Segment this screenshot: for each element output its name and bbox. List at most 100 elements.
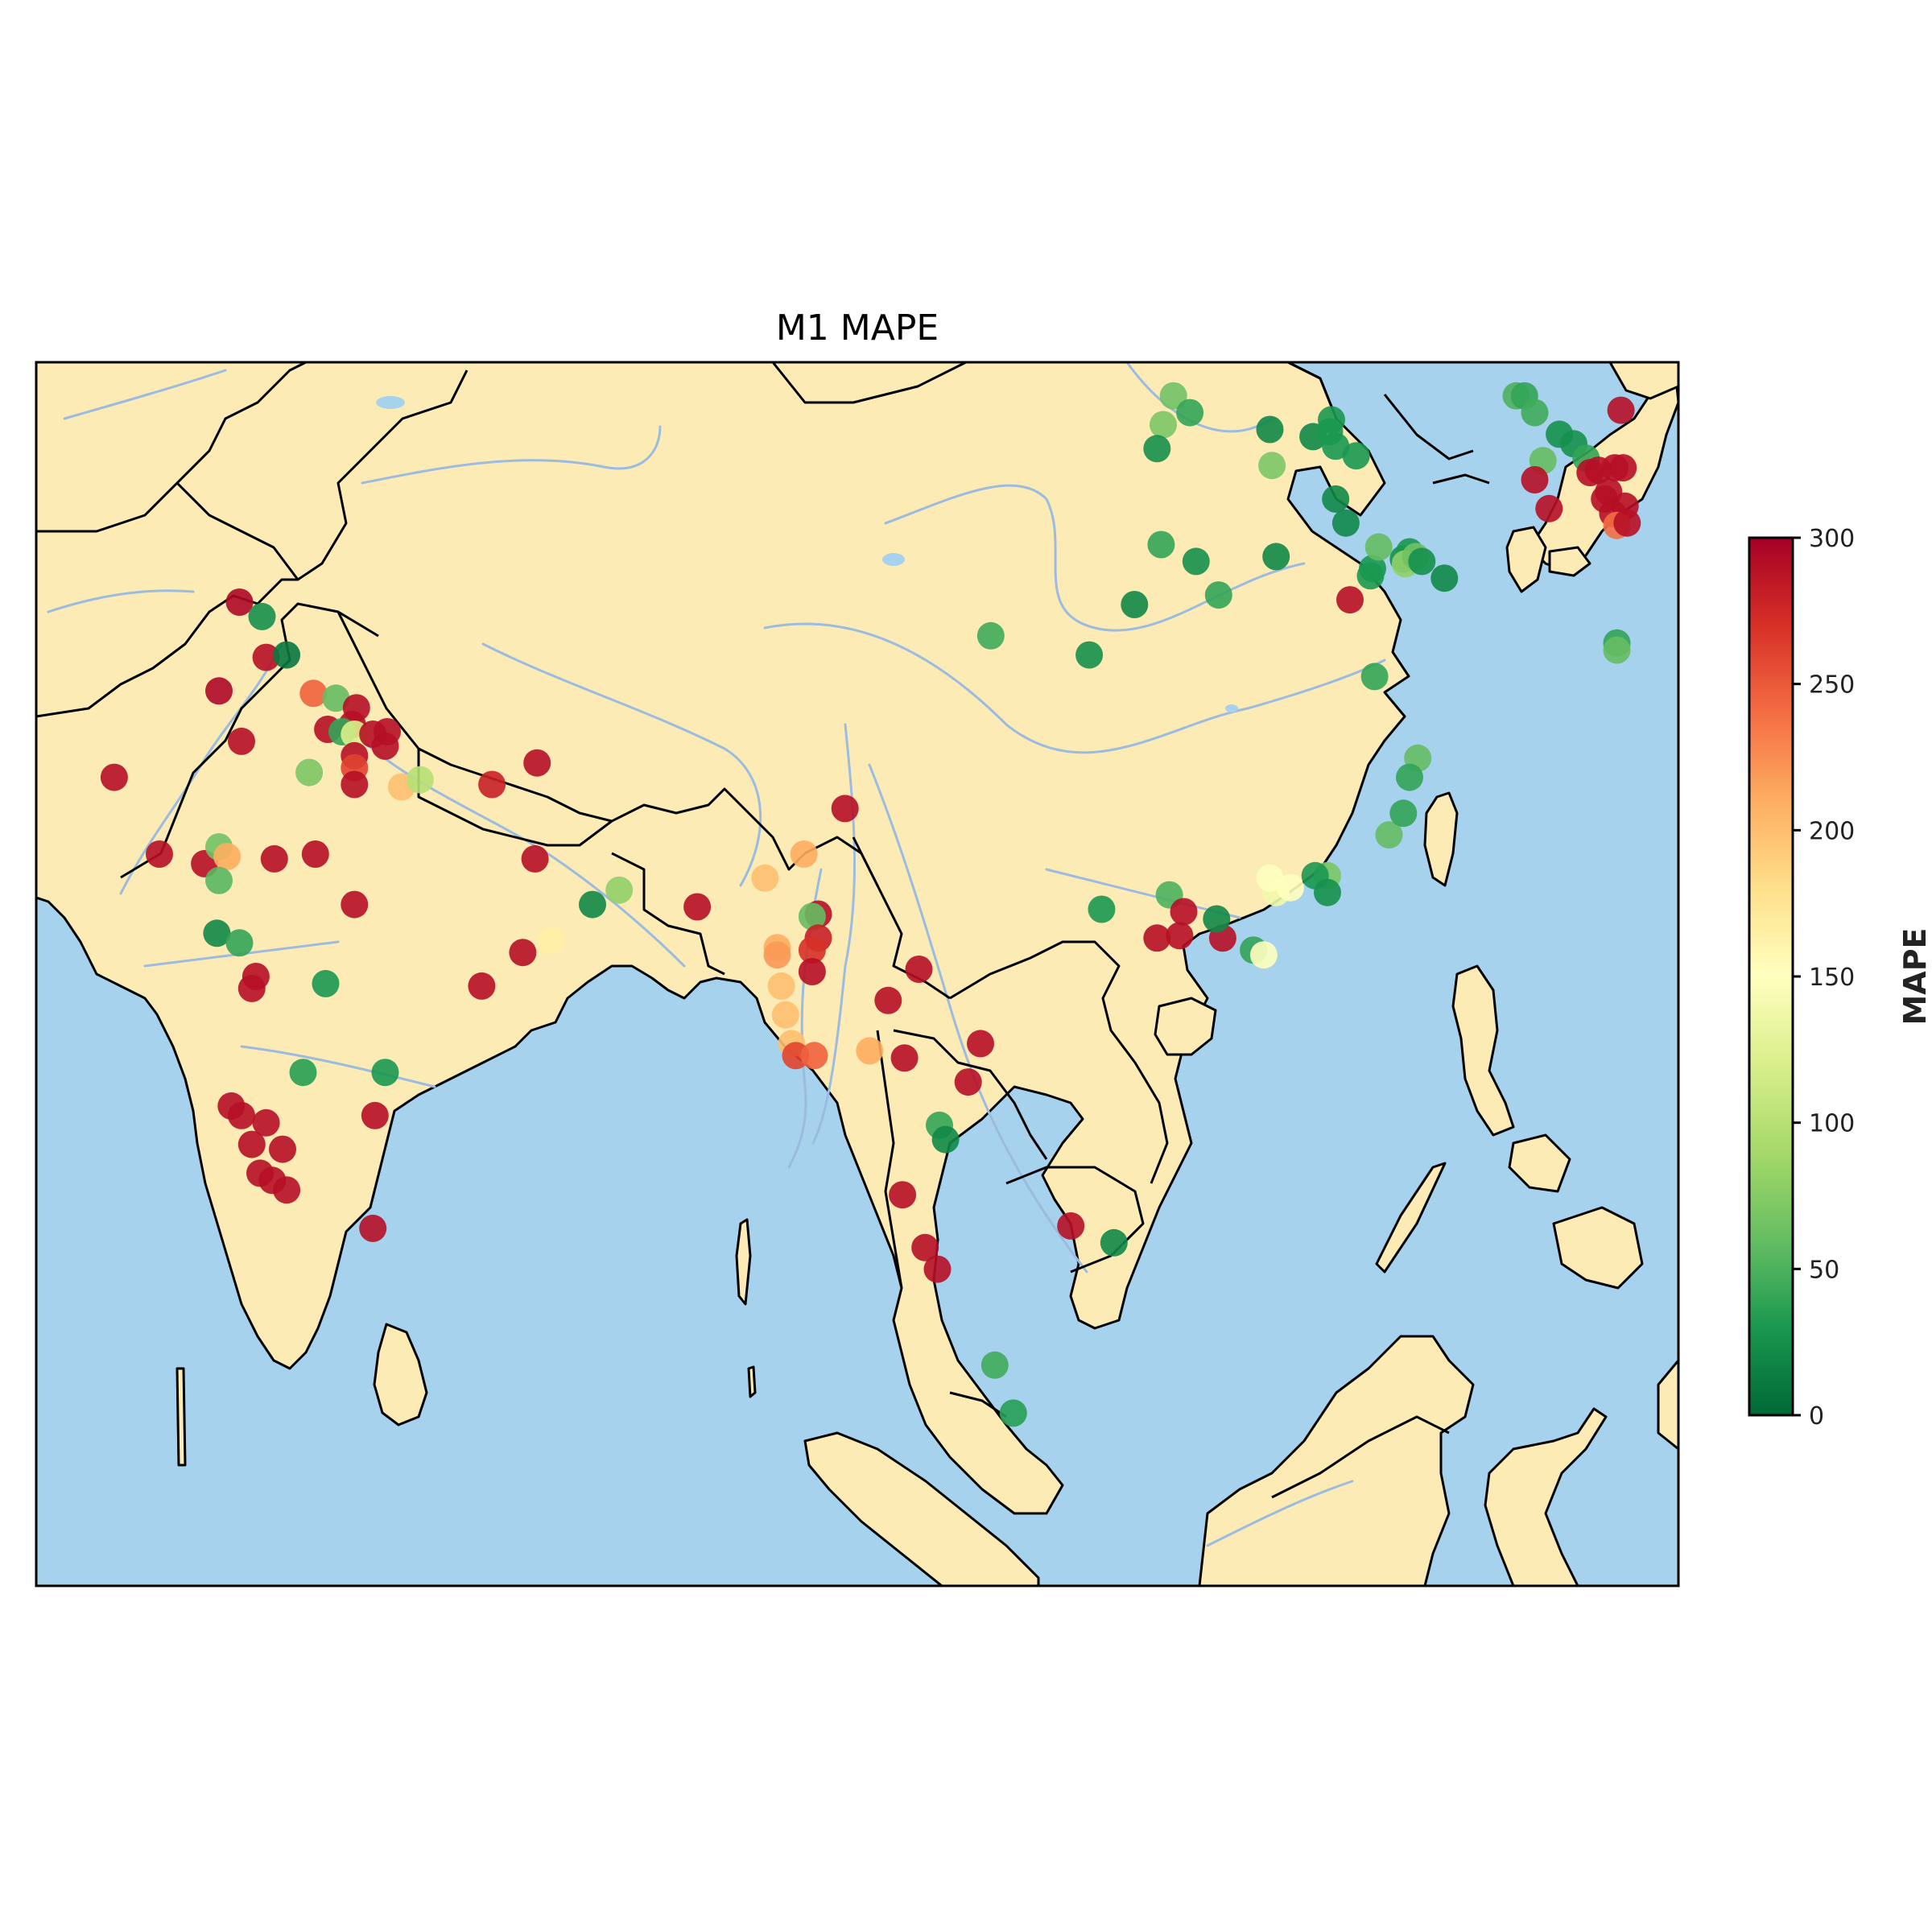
station-point [1609,454,1637,482]
station-point [889,1181,917,1209]
station-point [252,643,280,671]
border-central-asia-1 [36,362,307,533]
station-point [225,588,254,616]
border-north-korea [1383,394,1474,460]
station-point [856,1037,884,1065]
station-point [890,1044,919,1072]
station-point [100,763,128,791]
station-point [1057,1212,1085,1240]
land-nicobar-islands [747,1365,757,1398]
station-point [1375,821,1403,849]
border-korea-dmz [1432,473,1490,485]
river-salween [811,723,857,1145]
land-sumatra [803,1431,1040,1586]
station-point [1170,898,1198,926]
station-point [361,1101,389,1129]
land-philippines-mindanao [1552,1206,1644,1290]
station-point [976,621,1005,650]
station-point [905,956,933,983]
station-point [1342,442,1370,470]
river-krishna [240,1045,436,1088]
river-brahmaputra [481,642,762,887]
station-point [1256,415,1284,444]
station-point [1603,636,1631,664]
station-point [269,1135,296,1163]
station-point [1182,547,1210,576]
border-laos-vietnam [949,940,1169,1184]
station-point [954,1068,982,1096]
border-china-mongolia [771,362,967,404]
border-myanmar-china [852,836,951,1000]
station-point [225,929,254,957]
border-thailand-myanmar [876,1030,903,1289]
station-point [1336,586,1364,614]
land-japan-shikoku [1548,546,1591,577]
station-point [1249,941,1278,969]
river-syr-darya [63,369,227,420]
station-point [579,890,606,919]
land-masses [36,362,1678,1586]
border-india-china [336,611,613,823]
station-point [205,677,233,705]
colorbar: 0 50 100 150 200 250 300 MAPE [1748,525,1932,1430]
station-point [999,1399,1027,1427]
station-point [1143,435,1171,463]
station-point [1100,1228,1128,1257]
lake-tonle-sap [1042,1231,1059,1241]
station-point [1204,581,1232,609]
station-point [252,1108,280,1137]
land-taiwan [1423,791,1459,887]
station-point [1256,864,1284,892]
station-point [1150,411,1177,439]
land-philippines-luzon [1451,964,1515,1137]
station-point [371,1059,399,1087]
station-point [798,936,826,964]
station-point [228,727,255,755]
station-point [798,958,826,985]
station-point [1143,924,1171,952]
station-point [967,1030,994,1058]
river-mekong [868,763,1088,1274]
colorbar-gradient [1748,536,1794,1417]
station-point [1396,763,1423,791]
station-point [1258,452,1286,480]
station-point [406,766,434,794]
river-yellow [884,484,1306,632]
station-point [301,840,329,868]
station-point [1521,398,1549,427]
river-kapuas [1206,1480,1354,1547]
station-point [1318,406,1345,434]
station-point [1166,922,1194,950]
station-point [468,972,496,1000]
station-point [1607,396,1635,424]
border-bangladesh [611,852,725,976]
colorbar-tick-label: 250 [1809,671,1855,700]
mape-points [100,382,1641,1427]
land-japan-kyushu [1505,526,1547,593]
station-point [1176,398,1204,427]
station-point [931,1125,960,1154]
map-frame [35,361,1680,1587]
station-point [228,1101,255,1129]
station-point [538,927,565,955]
lake-qinghai [882,553,905,566]
map-area [36,362,1678,1586]
station-point [751,864,779,892]
land-hainan [1154,997,1217,1056]
station-point [980,1351,1009,1379]
colorbar-tick-label: 200 [1809,817,1855,845]
land-sulawesi [1484,1407,1608,1586]
land-asia-mainland [36,362,1410,1515]
map-title: M1 MAPE [776,308,939,349]
station-point [1322,485,1350,513]
station-point [767,972,795,1000]
colorbar-tick-label: 100 [1809,1110,1855,1138]
river-yangtze [763,622,1386,754]
station-point [299,679,328,708]
station-point [1088,895,1116,923]
lake-poyang [1225,704,1238,712]
border-borneo [1271,1415,1450,1499]
border-china-russia-east [1287,362,1338,419]
station-point [521,844,549,873]
